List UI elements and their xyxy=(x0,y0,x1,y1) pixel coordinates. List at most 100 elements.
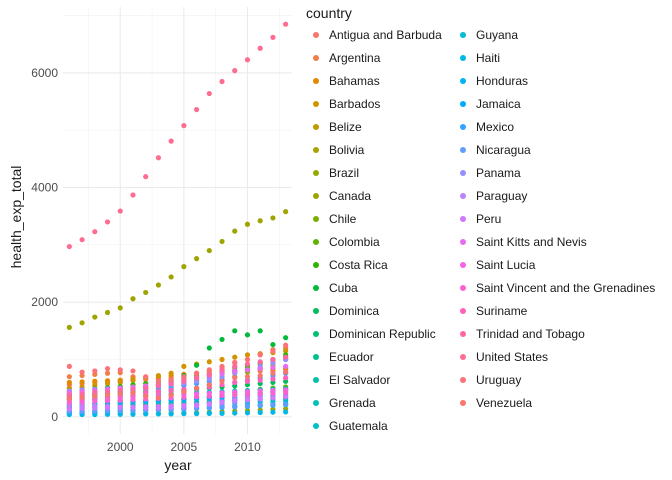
data-point xyxy=(168,376,174,383)
data-point xyxy=(104,219,111,225)
legend-label: Guyana xyxy=(476,28,518,42)
data-point xyxy=(232,359,238,365)
legend-label: Antigua and Barbuda xyxy=(329,28,442,42)
data-point xyxy=(244,356,251,363)
data-point xyxy=(104,398,111,404)
data-point xyxy=(270,364,276,371)
data-point xyxy=(232,410,238,416)
legend-key xyxy=(313,101,319,107)
legend-key xyxy=(313,193,319,199)
x-tick-label: 2005 xyxy=(171,440,198,454)
legend-key xyxy=(313,308,319,314)
data-point xyxy=(283,209,289,215)
legend-label: Colombia xyxy=(329,235,380,249)
data-point xyxy=(155,403,162,410)
data-point xyxy=(143,385,149,391)
data-point xyxy=(117,367,123,373)
legend-key xyxy=(313,377,319,383)
data-point xyxy=(257,402,263,408)
legend-key xyxy=(460,285,466,291)
data-point xyxy=(206,410,212,416)
data-point xyxy=(219,238,225,245)
data-point xyxy=(92,314,98,320)
data-point xyxy=(219,410,225,416)
data-point xyxy=(117,305,123,311)
data-point xyxy=(244,367,251,373)
data-point xyxy=(257,359,263,365)
legend-key xyxy=(460,55,466,61)
legend-key xyxy=(460,354,466,360)
data-point xyxy=(79,399,85,405)
legend-key xyxy=(313,78,319,84)
data-point xyxy=(206,345,212,351)
data-point xyxy=(168,411,174,417)
legend-key xyxy=(313,262,319,268)
data-point xyxy=(130,411,136,417)
data-point xyxy=(143,174,149,180)
data-point xyxy=(130,192,136,198)
legend-key xyxy=(313,331,319,337)
data-point xyxy=(232,403,238,410)
data-point xyxy=(143,404,149,410)
legend-label: Trinidad and Tobago xyxy=(476,327,585,341)
data-point xyxy=(219,392,225,399)
legend-key xyxy=(460,170,466,176)
data-point xyxy=(193,394,200,400)
data-point xyxy=(193,256,200,262)
data-point xyxy=(130,397,136,403)
data-point xyxy=(117,397,123,403)
data-point xyxy=(270,370,276,376)
x-axis-title: year xyxy=(164,457,192,473)
data-point xyxy=(244,378,251,384)
data-point xyxy=(181,378,187,384)
legend: Antigua and Barbuda Argentina Bahamas Barba… xyxy=(313,28,655,433)
legend-label: Dominican Republic xyxy=(329,327,436,341)
data-point xyxy=(244,361,251,367)
data-point xyxy=(79,320,85,326)
data-point xyxy=(143,411,149,417)
legend-key xyxy=(460,377,466,383)
grid-lines xyxy=(63,7,292,434)
legend-key xyxy=(460,147,466,153)
data-point xyxy=(193,402,200,408)
data-point xyxy=(206,247,212,254)
axes: 2000 2005 2010 0 2000 4000 6000 xyxy=(31,66,261,454)
data-point xyxy=(130,296,136,302)
data-point xyxy=(270,34,276,40)
data-point xyxy=(232,228,238,234)
data-point xyxy=(232,392,238,398)
legend-label: Brazil xyxy=(329,166,359,180)
data-point xyxy=(206,382,212,388)
data-point xyxy=(270,348,276,354)
data-point xyxy=(270,341,276,348)
x-tick-label: 2000 xyxy=(107,440,134,454)
data-point xyxy=(219,78,225,85)
legend-key xyxy=(313,239,319,245)
data-point xyxy=(193,106,200,113)
data-point xyxy=(117,391,123,397)
data-point xyxy=(244,391,251,398)
legend-key xyxy=(460,124,466,130)
data-point xyxy=(283,369,289,375)
data-point xyxy=(181,363,187,369)
legend-label: Argentina xyxy=(329,51,381,65)
data-point xyxy=(257,218,263,224)
data-point xyxy=(181,394,187,400)
data-point xyxy=(283,409,289,415)
legend-key xyxy=(460,308,466,314)
legend-label: Canada xyxy=(329,189,371,203)
legend-label: Bolivia xyxy=(329,143,365,157)
y-tick-label: 0 xyxy=(51,410,58,424)
legend-key xyxy=(460,101,466,107)
data-point xyxy=(104,392,111,398)
data-point xyxy=(92,378,98,384)
data-point xyxy=(257,352,263,358)
data-point xyxy=(104,380,111,387)
data-point xyxy=(130,390,136,396)
legend-label: Saint Lucia xyxy=(476,258,536,272)
data-point xyxy=(66,379,72,386)
legend-key xyxy=(313,32,319,38)
data-point xyxy=(257,377,263,383)
data-point xyxy=(155,411,162,417)
